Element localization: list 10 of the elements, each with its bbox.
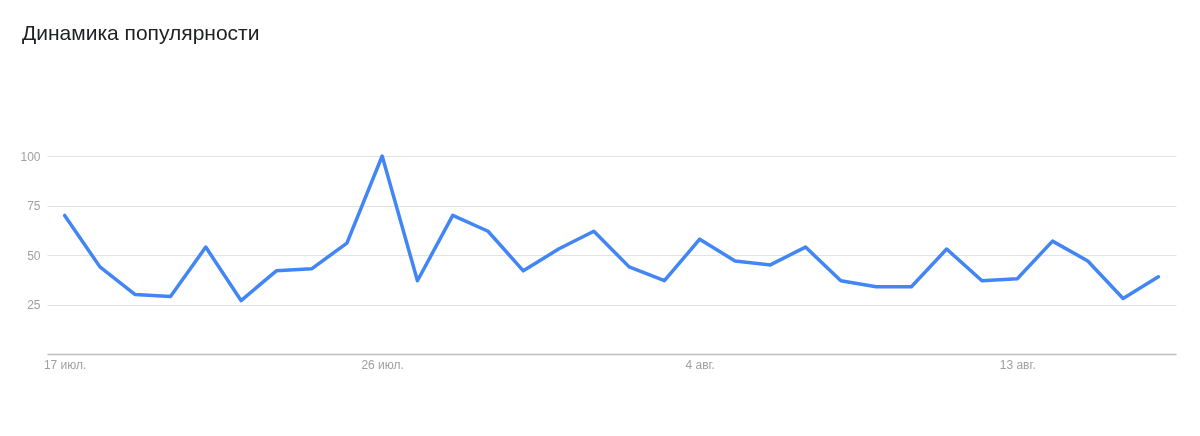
y-tick-label: 75 <box>27 199 41 213</box>
x-tick-label: 17 июл. <box>43 357 87 372</box>
x-tick-label: 4 авг. <box>685 357 715 372</box>
y-tick-label: 25 <box>27 298 41 312</box>
y-tick-label: 100 <box>20 149 41 164</box>
y-tick-label: 50 <box>27 248 41 263</box>
x-tick-label: 26 июл. <box>361 357 404 372</box>
x-tick-label: 13 авг. <box>999 357 1036 372</box>
line-series <box>62 154 1161 303</box>
chart-title: Динамика популярности <box>22 21 260 44</box>
